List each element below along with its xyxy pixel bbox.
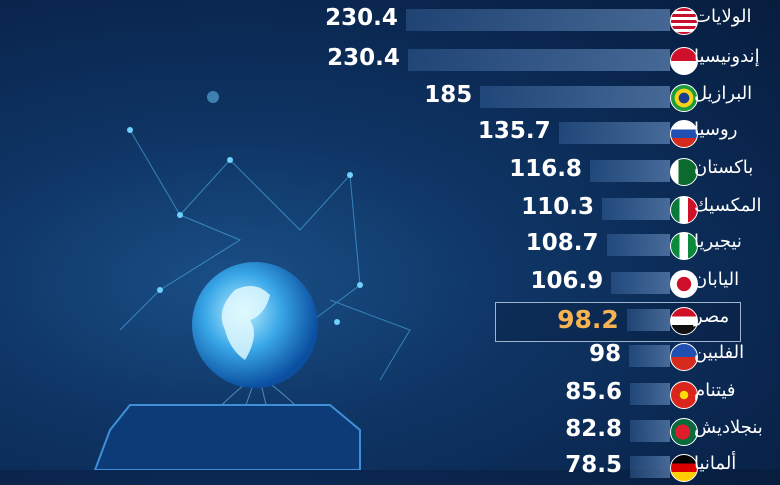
category-label: ألمانيا [694, 453, 737, 474]
philippines-flag-icon [670, 343, 698, 371]
value-label: 85.6 [565, 379, 622, 405]
category-label: نيجيريا [694, 231, 742, 252]
value-label: 78.5 [565, 452, 622, 478]
bar-row: 98.2 مصر [0, 302, 780, 338]
category-label: إندونيسيا [694, 46, 760, 67]
us-flag-icon [670, 7, 698, 35]
bar-row: 185 البرازيل [0, 79, 780, 115]
bar-row: 98 الفلبين [0, 338, 780, 374]
nigeria-flag-icon [670, 232, 698, 260]
bar [626, 309, 670, 331]
vietnam-flag-icon [670, 381, 698, 409]
category-label: الفلبين [694, 342, 745, 363]
value-label: 108.7 [525, 230, 599, 256]
category-label: فيتنام [694, 380, 736, 401]
bar [602, 198, 670, 220]
bar [629, 345, 670, 367]
bar [630, 383, 670, 405]
bar-row: 116.8 باكستان [0, 153, 780, 189]
bar [558, 122, 670, 144]
value-label: 185 [424, 82, 473, 108]
indonesia-flag-icon [670, 47, 698, 75]
bar-row: 108.7 نيجيريا [0, 227, 780, 263]
value-label: 230.4 [325, 5, 398, 31]
mexico-flag-icon [670, 196, 698, 224]
bar-row: 230.4 إندونيسيا [0, 42, 780, 78]
category-label: اليابان [694, 269, 740, 290]
russia-flag-icon [670, 120, 698, 148]
bar [589, 160, 670, 182]
pakistan-flag-icon [670, 158, 698, 186]
value-label: 82.8 [565, 416, 622, 442]
category-label: الولايات [694, 6, 752, 27]
category-label: باكستان [694, 157, 754, 178]
category-label: روسيا [694, 119, 738, 140]
bar [630, 420, 670, 442]
bar-row: 82.8 بنجلاديش [0, 413, 780, 449]
bar [480, 86, 670, 108]
category-label: بنجلاديش [694, 417, 763, 438]
bar [630, 456, 670, 478]
bangladesh-flag-icon [670, 418, 698, 446]
highlight-box-egypt [495, 302, 741, 342]
bar [407, 49, 670, 71]
value-label: 116.8 [509, 156, 582, 182]
value-label: 98.2 [557, 305, 619, 334]
bar [405, 9, 670, 31]
globe-network-illustration [93, 91, 411, 470]
category-label: المكسيك [694, 195, 762, 216]
bar-row: 78.5 ألمانيا [0, 449, 780, 485]
value-label: 110.3 [521, 194, 595, 220]
bar-row: 135.7 روسيا [0, 115, 780, 151]
category-label: مصر [694, 306, 730, 327]
bar [611, 272, 670, 294]
value-label: 230.4 [327, 45, 400, 71]
bar-row: 106.9 اليابان [0, 265, 780, 301]
value-label: 106.9 [530, 268, 604, 294]
japan-flag-icon [670, 270, 698, 298]
bar-row: 85.6 فيتنام [0, 376, 780, 412]
bar-row: 230.4 الولايات [0, 2, 780, 38]
bar-row: 110.3 المكسيك [0, 191, 780, 227]
value-label: 135.7 [477, 118, 551, 144]
category-label: البرازيل [694, 83, 753, 104]
brazil-flag-icon [670, 84, 698, 112]
bar [606, 234, 670, 256]
egypt-flag-icon [670, 307, 698, 335]
value-label: 98 [589, 341, 622, 367]
